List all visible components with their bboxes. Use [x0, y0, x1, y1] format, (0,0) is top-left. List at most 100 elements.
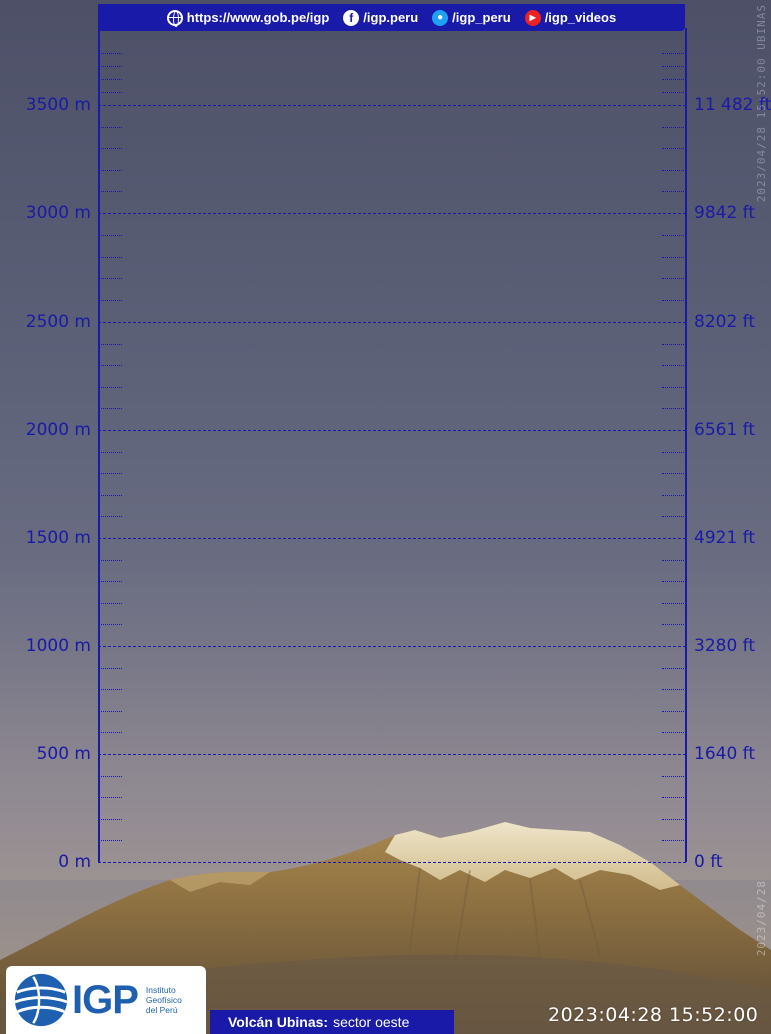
minor-tick	[98, 668, 122, 669]
minor-tick	[98, 776, 122, 777]
minor-tick	[662, 689, 686, 690]
minor-tick	[98, 300, 122, 301]
altitude-label-ft: 0 ft	[694, 852, 723, 872]
minor-tick	[98, 191, 122, 192]
minor-tick	[662, 170, 686, 171]
altitude-label-m: 3000 m	[25, 203, 91, 223]
grid-line-500	[98, 754, 686, 755]
minor-tick	[662, 603, 686, 604]
camera-watermark-bottom: 2023/04/28	[755, 880, 768, 957]
altitude-label-ft: 9842 ft	[694, 203, 756, 223]
website-link[interactable]: https://www.gob.pe/igp	[166, 9, 330, 27]
minor-tick	[98, 235, 122, 236]
altitude-label-m: 500 m	[36, 744, 91, 764]
minor-tick	[662, 776, 686, 777]
minor-tick	[98, 452, 122, 453]
minor-tick	[98, 689, 122, 690]
minor-tick	[98, 66, 122, 67]
facebook-handle: /igp.peru	[363, 10, 419, 25]
igp-logo: IGP Instituto Geofísico del Perú	[6, 966, 206, 1034]
minor-tick	[98, 495, 122, 496]
altitude-label-ft: 8202 ft	[694, 312, 756, 332]
minor-tick	[98, 732, 122, 733]
minor-tick	[662, 66, 686, 67]
minor-tick	[98, 819, 122, 820]
caption-banner: Volcán Ubinas: sector oeste	[210, 1010, 454, 1034]
grid-line-3500	[98, 105, 686, 106]
altitude-label-ft: 4921 ft	[694, 528, 756, 548]
minor-tick	[662, 797, 686, 798]
minor-tick	[662, 235, 686, 236]
left-axis	[98, 28, 100, 862]
grid-line-1500	[98, 538, 686, 539]
altitude-label-ft: 11 482 ft	[694, 95, 771, 115]
facebook-icon: f	[343, 9, 360, 26]
facebook-link[interactable]: f /igp.peru	[343, 9, 419, 26]
social-banner: https://www.gob.pe/igp f /igp.peru ● /ig…	[98, 4, 685, 31]
minor-tick	[98, 560, 122, 561]
minor-tick	[98, 840, 122, 841]
altitude-label-m: 1500 m	[25, 528, 91, 548]
website-url: https://www.gob.pe/igp	[186, 10, 330, 25]
twitter-link[interactable]: ● /igp_peru	[432, 9, 511, 26]
grid-line-2500	[98, 322, 686, 323]
youtube-icon: ▶	[524, 9, 541, 26]
minor-tick	[98, 581, 122, 582]
minor-tick	[98, 797, 122, 798]
minor-tick	[98, 365, 122, 366]
minor-tick	[662, 92, 686, 93]
grid-line-2000	[98, 430, 686, 431]
sky-background	[0, 560, 771, 880]
youtube-link[interactable]: ▶ /igp_videos	[524, 9, 616, 26]
minor-tick	[98, 711, 122, 712]
minor-tick	[98, 387, 122, 388]
logo-name: IGP	[72, 977, 139, 1022]
minor-tick	[662, 711, 686, 712]
logo-subtitle-line: Instituto	[145, 985, 176, 995]
altitude-label-ft: 3280 ft	[694, 636, 756, 656]
altitude-label-ft: 1640 ft	[694, 744, 756, 764]
logo-subtitle-line: del Perú	[145, 1005, 178, 1015]
altitude-label-m: 3500 m	[25, 95, 91, 115]
timestamp: 2023:04:28 15:52:00	[548, 1004, 759, 1026]
logo-subtitle-line: Geofísico	[145, 995, 182, 1005]
minor-tick	[662, 257, 686, 258]
minor-tick	[662, 79, 686, 80]
grid-line-0	[98, 862, 686, 863]
minor-tick	[662, 495, 686, 496]
minor-tick	[98, 278, 122, 279]
minor-tick	[98, 92, 122, 93]
minor-tick	[662, 581, 686, 582]
minor-tick	[98, 624, 122, 625]
grid-line-3000	[98, 213, 686, 214]
sector-label: sector oeste	[333, 1014, 410, 1030]
minor-tick	[662, 148, 686, 149]
minor-tick	[662, 452, 686, 453]
minor-tick	[662, 668, 686, 669]
minor-tick	[662, 191, 686, 192]
camera-watermark: 2023/04/28 15:52:00 UBINAS	[755, 4, 768, 203]
minor-tick	[98, 170, 122, 171]
minor-tick	[98, 344, 122, 345]
logo-subtitle: Instituto Geofísico del Perú	[146, 985, 182, 1015]
volcano-name: Volcán Ubinas:	[228, 1014, 329, 1030]
twitter-icon: ●	[432, 9, 449, 26]
minor-tick	[662, 473, 686, 474]
minor-tick	[98, 127, 122, 128]
minor-tick	[98, 603, 122, 604]
globe-icon	[166, 9, 183, 27]
minor-tick	[98, 148, 122, 149]
minor-tick	[98, 408, 122, 409]
minor-tick	[662, 732, 686, 733]
minor-tick	[662, 516, 686, 517]
minor-tick	[98, 473, 122, 474]
altitude-label-m: 0 m	[58, 852, 91, 872]
minor-tick	[662, 278, 686, 279]
minor-tick	[98, 79, 122, 80]
minor-tick	[662, 300, 686, 301]
minor-tick	[662, 387, 686, 388]
minor-tick	[662, 365, 686, 366]
minor-tick	[662, 127, 686, 128]
minor-tick	[662, 53, 686, 54]
